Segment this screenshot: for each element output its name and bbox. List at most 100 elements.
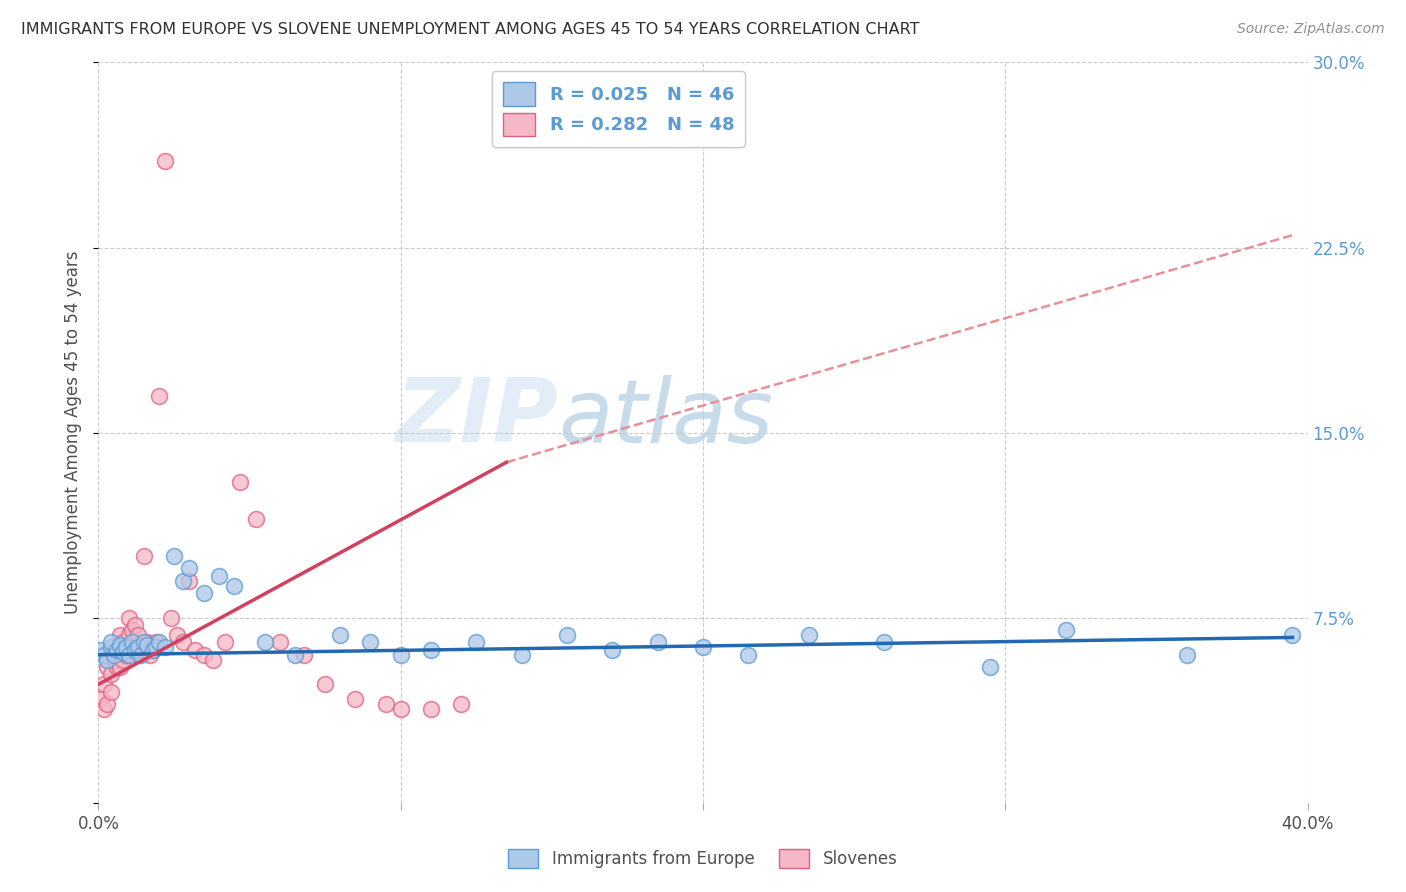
Point bbox=[96, 697, 118, 711]
Point bbox=[160, 610, 183, 624]
Point bbox=[93, 677, 115, 691]
Y-axis label: Unemployment Among Ages 45 to 54 years: Unemployment Among Ages 45 to 54 years bbox=[65, 251, 83, 615]
Point bbox=[142, 642, 165, 657]
Point bbox=[148, 635, 170, 649]
Point bbox=[153, 154, 176, 169]
Point bbox=[121, 623, 143, 637]
Point bbox=[208, 568, 231, 582]
Point bbox=[100, 667, 122, 681]
Point bbox=[172, 574, 194, 588]
Legend: R = 0.025   N = 46, R = 0.282   N = 48: R = 0.025 N = 46, R = 0.282 N = 48 bbox=[492, 71, 745, 147]
Point bbox=[132, 549, 155, 563]
Point bbox=[389, 702, 412, 716]
Point bbox=[129, 642, 152, 657]
Point bbox=[105, 642, 128, 657]
Point bbox=[129, 648, 152, 662]
Point bbox=[124, 642, 146, 657]
Point bbox=[114, 648, 136, 662]
Text: ZIP: ZIP bbox=[395, 375, 558, 461]
Point bbox=[166, 628, 188, 642]
Point bbox=[420, 642, 443, 657]
Point bbox=[193, 648, 215, 662]
Point bbox=[90, 692, 112, 706]
Point bbox=[1175, 648, 1198, 662]
Point bbox=[179, 574, 201, 588]
Point bbox=[108, 628, 131, 642]
Point bbox=[979, 660, 1001, 674]
Point bbox=[96, 660, 118, 674]
Point bbox=[132, 635, 155, 649]
Point bbox=[184, 642, 207, 657]
Text: atlas: atlas bbox=[558, 375, 773, 461]
Point bbox=[329, 628, 352, 642]
Point bbox=[555, 628, 578, 642]
Point bbox=[224, 579, 246, 593]
Point bbox=[374, 697, 396, 711]
Point bbox=[737, 648, 759, 662]
Point bbox=[111, 635, 134, 649]
Point bbox=[450, 697, 472, 711]
Point bbox=[100, 685, 122, 699]
Point bbox=[127, 640, 149, 655]
Point bbox=[269, 635, 291, 649]
Point bbox=[114, 640, 136, 655]
Point bbox=[389, 648, 412, 662]
Point bbox=[229, 475, 252, 489]
Point bbox=[602, 642, 624, 657]
Point bbox=[692, 640, 714, 655]
Point bbox=[153, 640, 176, 655]
Point bbox=[172, 635, 194, 649]
Point bbox=[105, 642, 128, 657]
Point bbox=[118, 610, 141, 624]
Point bbox=[1054, 623, 1077, 637]
Point bbox=[314, 677, 336, 691]
Point bbox=[145, 635, 167, 649]
Point bbox=[118, 628, 141, 642]
Point bbox=[142, 642, 165, 657]
Point bbox=[292, 648, 315, 662]
Point bbox=[90, 642, 112, 657]
Point bbox=[135, 635, 157, 649]
Legend: Immigrants from Europe, Slovenes: Immigrants from Europe, Slovenes bbox=[502, 842, 904, 875]
Text: IMMIGRANTS FROM EUROPE VS SLOVENE UNEMPLOYMENT AMONG AGES 45 TO 54 YEARS CORRELA: IMMIGRANTS FROM EUROPE VS SLOVENE UNEMPL… bbox=[21, 22, 920, 37]
Point bbox=[108, 660, 131, 674]
Point bbox=[284, 648, 307, 662]
Text: Source: ZipAtlas.com: Source: ZipAtlas.com bbox=[1237, 22, 1385, 37]
Point bbox=[510, 648, 533, 662]
Point bbox=[93, 702, 115, 716]
Point bbox=[344, 692, 367, 706]
Point bbox=[100, 635, 122, 649]
Point bbox=[111, 645, 134, 659]
Point bbox=[103, 648, 125, 662]
Point bbox=[245, 512, 267, 526]
Point bbox=[121, 635, 143, 649]
Point bbox=[111, 653, 134, 667]
Point bbox=[135, 638, 157, 652]
Point bbox=[797, 628, 820, 642]
Point bbox=[202, 653, 225, 667]
Point bbox=[96, 653, 118, 667]
Point bbox=[103, 653, 125, 667]
Point bbox=[118, 648, 141, 662]
Point bbox=[179, 561, 201, 575]
Point bbox=[108, 638, 131, 652]
Point bbox=[127, 648, 149, 662]
Point bbox=[873, 635, 896, 649]
Point bbox=[145, 640, 167, 655]
Point bbox=[360, 635, 382, 649]
Point bbox=[193, 586, 215, 600]
Point bbox=[465, 635, 488, 649]
Point bbox=[163, 549, 186, 563]
Point bbox=[105, 660, 128, 674]
Point bbox=[253, 635, 276, 649]
Point bbox=[124, 618, 146, 632]
Point bbox=[127, 628, 149, 642]
Point bbox=[214, 635, 236, 649]
Point bbox=[93, 648, 115, 662]
Point bbox=[100, 640, 122, 655]
Point bbox=[139, 648, 162, 662]
Point bbox=[103, 648, 125, 662]
Point bbox=[647, 635, 669, 649]
Point bbox=[1281, 628, 1303, 642]
Point bbox=[148, 388, 170, 402]
